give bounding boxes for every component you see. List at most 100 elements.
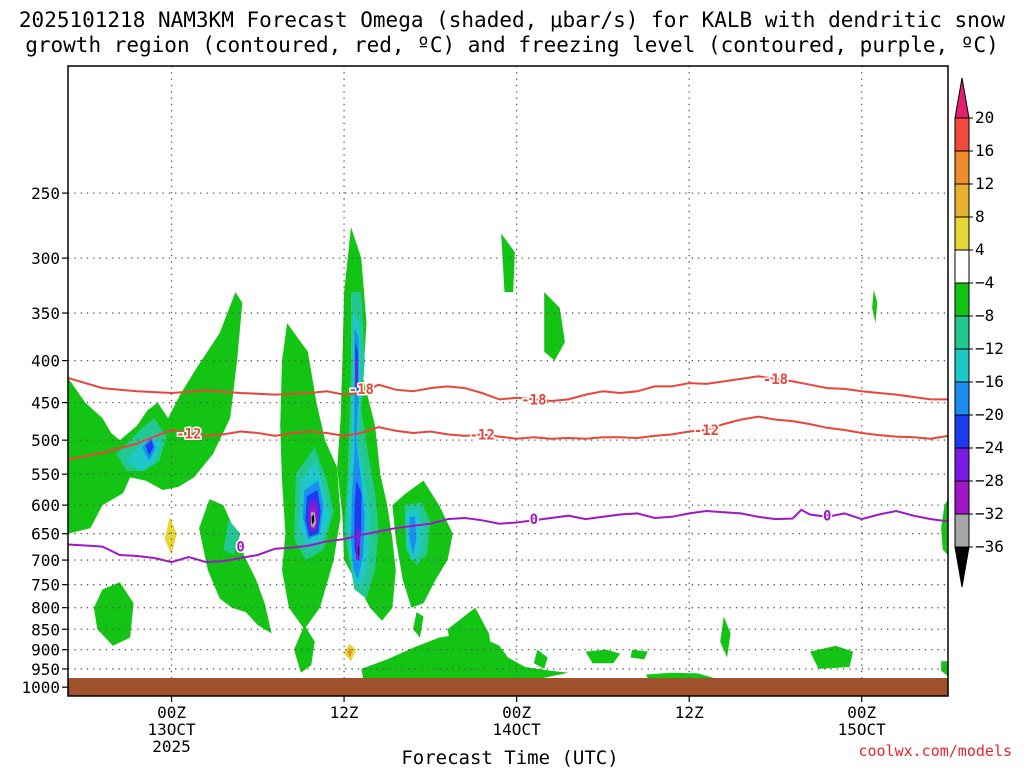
colorbar-label: 16: [975, 141, 994, 160]
y-tick-label-1000: 1000: [21, 678, 60, 697]
colorbar-label: −32: [975, 504, 1004, 523]
omega-shading-layer: [68, 150, 948, 682]
credit-label: coolwx.com/models: [858, 742, 1012, 760]
freezing-level-contour-label: 0: [823, 509, 831, 525]
omega-region-4-7: [527, 425, 536, 468]
colorbar-top-arrow: [954, 77, 970, 119]
x-tick-label: 15OCT: [838, 720, 887, 739]
colorbar-label: −4: [975, 273, 994, 292]
chart-title-line-1: 2025101218 NAM3KM Forecast Omega (shaded…: [19, 8, 1006, 32]
minus-18-contour-label: -18: [521, 392, 546, 408]
y-tick-label-800: 800: [31, 599, 60, 618]
omega-region-4-1: [137, 261, 181, 345]
y-tick-label-650: 650: [31, 525, 60, 544]
omega-region-4-11: [768, 299, 776, 343]
x-tick-label: 12Z: [330, 703, 359, 722]
omega-region-4-9: [684, 584, 700, 621]
y-tick-label-950: 950: [31, 660, 60, 679]
plot-frame: [67, 65, 949, 697]
y-tick-label-850: 850: [31, 620, 60, 639]
omega-region-minus-4-17: [810, 645, 854, 669]
omega-region-minus-4-18: [872, 289, 878, 324]
freezing-level-contour-label: 0: [236, 540, 244, 556]
omega-region-minus-20-0: [145, 440, 154, 456]
plot-area: -18 -18 -18 -12 -12 -12 0 0 0: [68, 66, 948, 696]
colorbar-segment: [954, 249, 970, 284]
omega-region-minus-24-1: [355, 356, 358, 387]
x-tick-label: 12Z: [675, 703, 704, 722]
omega-region-4-4: [306, 150, 313, 214]
omega-colorbar: 20 16 12 8 4 −4 −8 −12 −16 −20 −24 −28 −32 −36: [954, 77, 1004, 588]
y-tick-label-300: 300: [31, 249, 60, 268]
omega-region-minus-4-11: [544, 292, 565, 361]
minus-12-contour: [68, 415, 948, 461]
colorbar-segment: [954, 216, 970, 251]
colorbar-segment: [954, 282, 970, 317]
x-tick-label: 13OCT: [147, 720, 196, 739]
y-tick-label-350: 350: [31, 304, 60, 323]
colorbar-label: −20: [975, 405, 1004, 424]
minus-18-contour: [68, 375, 948, 403]
colorbar-label: −28: [975, 471, 1004, 490]
colorbar-label: −24: [975, 438, 1004, 457]
x-tick-label: 2025: [152, 737, 191, 756]
omega-region-minus-4-13: [585, 649, 621, 664]
minus-12-contour-label: -12: [469, 427, 494, 443]
y-axis-ticks: 250 300 350 400 450 500 550 600 650 700 750 800 850 9…: [21, 184, 68, 697]
omega-region-4-14: [939, 258, 948, 370]
omega-region-minus-8-4: [223, 519, 241, 555]
colorbar-segment: [954, 480, 970, 515]
colorbar-label: −8: [975, 306, 994, 325]
colorbar-segment: [954, 348, 970, 383]
y-tick-label-250: 250: [31, 184, 60, 203]
omega-region-minus-4-5: [93, 582, 134, 646]
omega-region-4-12: [803, 454, 809, 475]
colorbar-segment: [954, 117, 970, 152]
y-tick-label-900: 900: [31, 641, 60, 660]
y-tick-label-600: 600: [31, 496, 60, 515]
chart-title-line-2: growth region (contoured, red, ºC) and f…: [25, 33, 999, 57]
ground-surface: [68, 678, 948, 696]
colorbar-segment: [954, 315, 970, 350]
colorbar-segment: [954, 381, 970, 416]
omega-region-4-10: [737, 289, 747, 370]
omega-region-4-3: [259, 633, 274, 656]
freezing-level-contour: [68, 508, 948, 564]
omega-region-8-0: [164, 516, 177, 555]
omega-region-16-0: [347, 647, 352, 658]
omega-region-minus-4-14: [630, 649, 648, 660]
y-tick-label-400: 400: [31, 352, 60, 371]
x-tick-label: 14OCT: [493, 720, 542, 739]
y-tick-label-750: 750: [31, 576, 60, 595]
y-tick-label-700: 700: [31, 551, 60, 570]
minus-18-contour-label: -18: [763, 372, 788, 388]
y-tick-label-450: 450: [31, 394, 60, 413]
x-tick-label: 00Z: [847, 703, 876, 722]
colorbar-segment: [954, 183, 970, 218]
x-tick-label: 00Z: [157, 703, 186, 722]
colorbar-label: −36: [975, 537, 1004, 556]
omega-region-minus-4-0: [68, 292, 243, 534]
colorbar-label: 8: [975, 207, 985, 226]
omega-region-4-0: [93, 246, 124, 366]
omega-region-minus-36-0: [311, 514, 315, 525]
y-tick-label-500: 500: [31, 431, 60, 450]
grid-lines: [68, 66, 948, 696]
colorbar-segment: [954, 414, 970, 449]
omega-region-minus-4-6: [294, 625, 315, 673]
minus-12-contour-label: -12: [176, 427, 201, 443]
freezing-level-contour-label: 0: [530, 512, 538, 528]
omega-region-minus-4-10: [501, 233, 515, 293]
colorbar-label: 12: [975, 174, 994, 193]
omega-region-minus-36-1: [357, 545, 359, 556]
omega-region-4-13: [913, 600, 923, 621]
x-tick-label: 00Z: [502, 703, 531, 722]
colorbar-label: −12: [975, 339, 1004, 358]
colorbar-segment: [954, 513, 970, 548]
omega-region-minus-4-15: [646, 672, 716, 680]
omega-region-minus-4-19: [941, 499, 948, 555]
omega-region-minus-4-16: [720, 616, 731, 658]
contour-layer: -18 -18 -18 -12 -12 -12 0 0 0: [68, 370, 948, 564]
colorbar-segment: [954, 150, 970, 185]
